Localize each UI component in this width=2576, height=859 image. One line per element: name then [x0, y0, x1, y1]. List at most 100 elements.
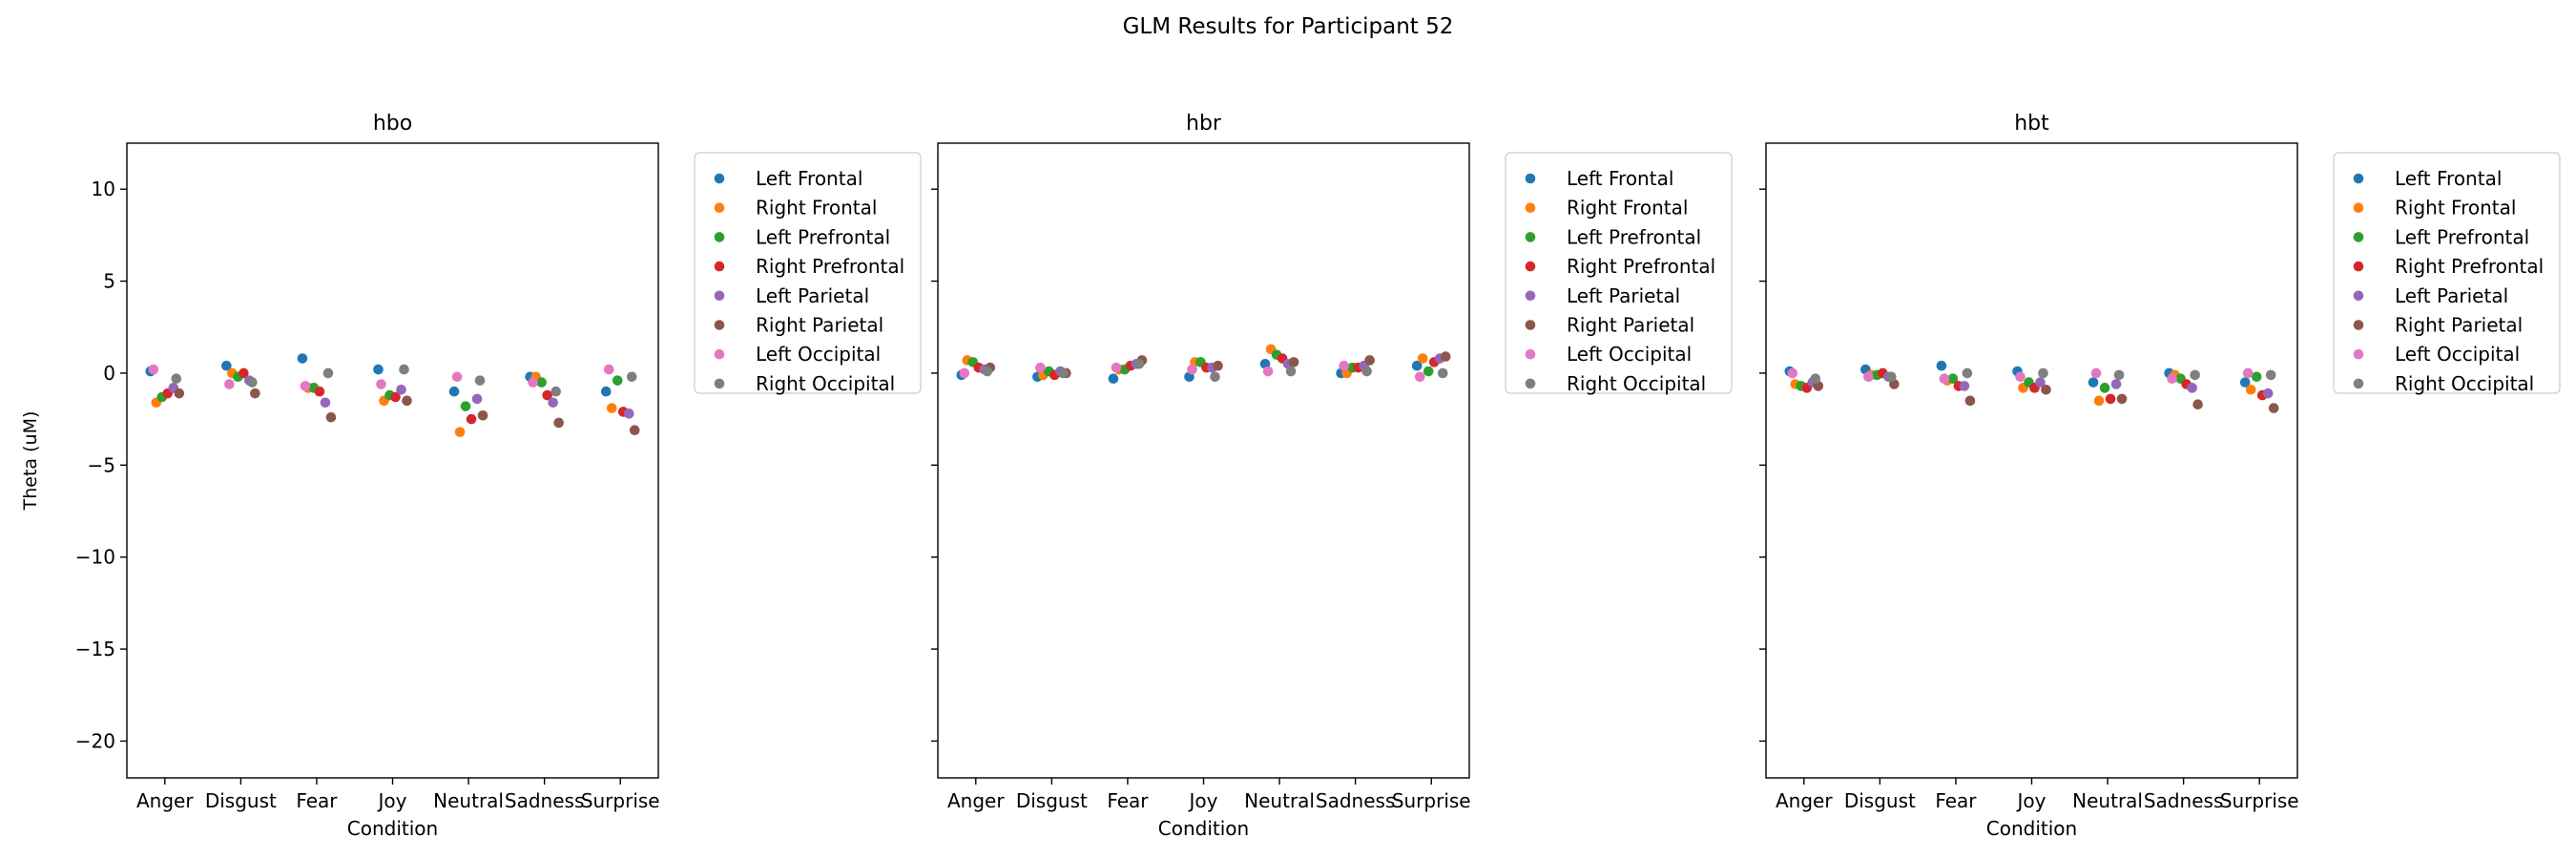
- x-axis-label: Condition: [347, 817, 438, 840]
- data-point-left-occipital: [148, 364, 159, 375]
- data-point-left-occipital: [1787, 367, 1798, 379]
- legend-marker: [2353, 348, 2364, 360]
- data-point-right-occipital: [551, 386, 561, 397]
- legend-marker: [1525, 320, 1536, 330]
- data-point-left-occipital: [2090, 367, 2102, 379]
- legend: Left Frontal Right Frontal Left Prefrontal…: [694, 152, 922, 395]
- y-tick-label: 0: [103, 362, 115, 385]
- subplot-hbt: hbt Anger Disgust Fear Joy Neutral SadnessSurp…: [1759, 112, 2561, 840]
- data-point-left-frontal: [2088, 377, 2099, 388]
- data-point-left-occipital: [528, 377, 538, 388]
- data-point-left-parietal: [2262, 388, 2274, 399]
- x-tick-label: Neutral: [1244, 789, 1315, 812]
- data-point-right-parietal: [1288, 357, 1299, 367]
- data-point-left-prefrontal: [460, 401, 471, 411]
- data-point-right-occipital: [1210, 371, 1220, 383]
- legend-marker: [1525, 232, 1536, 242]
- legend-label: Left Occipital: [2395, 343, 2520, 366]
- legend-marker: [2353, 378, 2364, 389]
- data-point-left-occipital: [2167, 373, 2177, 385]
- data-point-left-frontal: [600, 386, 612, 397]
- data-point-left-prefrontal: [536, 377, 547, 388]
- data-point-left-parietal: [623, 409, 634, 419]
- data-point-left-parietal: [396, 384, 406, 395]
- data-point-right-prefrontal: [314, 386, 325, 397]
- data-point-left-occipital: [2242, 367, 2254, 379]
- x-tick-label: Anger: [136, 789, 194, 812]
- data-point-left-occipital: [1111, 362, 1122, 373]
- data-point-left-occipital: [1339, 360, 1349, 371]
- x-tick-label: Surprise: [581, 789, 660, 812]
- data-point-right-frontal: [2093, 395, 2105, 407]
- data-point-left-parietal: [2035, 377, 2046, 388]
- data-point-left-prefrontal: [2099, 383, 2110, 393]
- legend-label: Left Frontal: [2395, 167, 2502, 190]
- data-point-left-frontal: [221, 360, 232, 371]
- legend-label: Left Parietal: [2395, 284, 2508, 307]
- data-point-right-occipital: [322, 367, 334, 379]
- data-point-left-occipital: [1262, 366, 1274, 377]
- x-tick-label: Sadness: [2144, 789, 2223, 812]
- data-point-left-parietal: [548, 397, 558, 409]
- data-point-left-prefrontal: [612, 375, 623, 386]
- data-points: [956, 344, 1451, 385]
- data-point-right-parietal: [325, 411, 337, 423]
- data-point-right-prefrontal: [2105, 393, 2116, 405]
- data-point-right-occipital: [2190, 369, 2200, 381]
- y-tick-label: −15: [75, 638, 115, 660]
- data-point-right-prefrontal: [239, 367, 249, 379]
- subplot-title: hbt: [2014, 112, 2049, 136]
- data-point-right-occipital: [1437, 367, 1448, 379]
- data-point-right-parietal: [174, 388, 185, 399]
- legend-box: [2333, 152, 2561, 394]
- legend-label: Left Frontal: [756, 167, 862, 190]
- data-point-left-occipital: [959, 367, 970, 379]
- data-point-right-occipital: [1285, 366, 1297, 377]
- x-tick-label: Fear: [1107, 789, 1149, 812]
- data-point-right-parietal: [1440, 351, 1451, 362]
- data-point-right-occipital: [474, 375, 486, 386]
- data-points: [1784, 360, 2279, 413]
- data-point-left-frontal: [448, 386, 460, 397]
- data-point-right-occipital: [2038, 367, 2048, 379]
- y-tick-label: 10: [92, 178, 115, 200]
- legend-marker: [714, 202, 725, 213]
- legend-box: [1505, 152, 1733, 394]
- data-point-left-parietal: [471, 393, 483, 405]
- legend-label: Left Occipital: [756, 343, 881, 366]
- data-point-right-parietal: [2041, 384, 2051, 395]
- data-point-left-parietal: [2110, 379, 2122, 389]
- data-point-right-occipital: [1058, 367, 1069, 379]
- data-point-left-frontal: [1411, 360, 1423, 371]
- x-tick-label: Fear: [1935, 789, 1977, 812]
- data-point-left-parietal: [320, 397, 331, 409]
- y-tick-label: −20: [75, 729, 115, 752]
- legend-label: Right Frontal: [2395, 197, 2516, 220]
- legend-marker: [714, 232, 725, 242]
- legend-marker: [1525, 348, 1536, 360]
- data-point-right-frontal: [1417, 353, 1428, 364]
- y-tick-label: −5: [88, 453, 115, 476]
- data-point-left-occipital: [300, 381, 311, 391]
- data-point-left-occipital: [1863, 371, 1874, 383]
- legend-marker: [1525, 378, 1536, 389]
- data-point-right-prefrontal: [466, 413, 477, 425]
- legend-label: Right Occipital: [2395, 372, 2534, 395]
- data-point-right-frontal: [606, 403, 617, 413]
- data-point-right-occipital: [1886, 371, 1897, 383]
- data-point-right-prefrontal: [542, 389, 552, 401]
- data-point-left-frontal: [2239, 377, 2251, 388]
- data-point-right-prefrontal: [390, 391, 401, 403]
- data-point-right-parietal: [629, 425, 640, 435]
- legend-label: Right Parietal: [756, 314, 883, 337]
- legend-label: Right Prefrontal: [756, 255, 904, 278]
- data-point-right-parietal: [2116, 393, 2128, 405]
- legend-label: Right Prefrontal: [1567, 255, 1715, 278]
- data-point-left-prefrontal: [1423, 366, 1434, 377]
- data-point-right-occipital: [399, 364, 409, 375]
- legend-label: Right Parietal: [1567, 314, 1694, 337]
- subplot-title: hbr: [1186, 112, 1222, 136]
- data-points: [145, 353, 640, 437]
- data-point-left-prefrontal: [2251, 371, 2262, 383]
